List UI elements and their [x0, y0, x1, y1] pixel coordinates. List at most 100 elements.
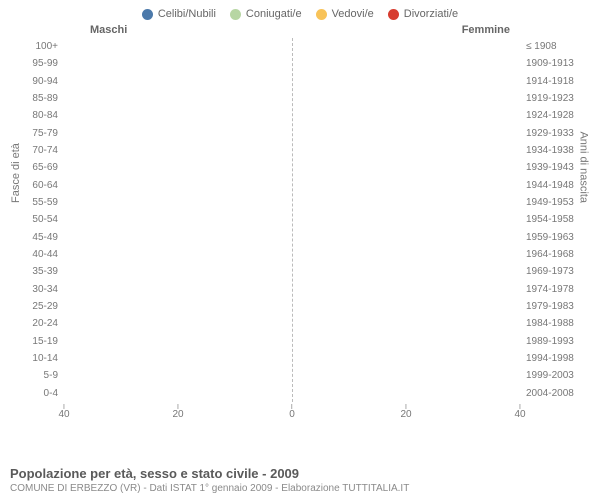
birth-label: 1934-1938 [522, 142, 580, 159]
age-labels: 100+95-9990-9485-8980-8475-7970-7465-696… [20, 38, 62, 402]
birth-label: 1954-1958 [522, 211, 580, 228]
x-axis: 402002040 [64, 404, 520, 428]
age-label: 40-44 [20, 246, 62, 263]
bar-row [64, 38, 520, 55]
birth-label: 1949-1953 [522, 194, 580, 211]
birth-label: 1944-1948 [522, 177, 580, 194]
birth-label: 1999-2003 [522, 367, 580, 384]
x-tick: 20 [400, 404, 411, 420]
pyramid-chart: Fasce di età Anni di nascita 100+95-9990… [20, 38, 580, 428]
gender-headers: Maschi Femmine [10, 24, 590, 38]
age-label: 75-79 [20, 125, 62, 142]
bar-row [64, 107, 520, 124]
bar-row [64, 229, 520, 246]
birth-label: 1909-1913 [522, 55, 580, 72]
age-label: 70-74 [20, 142, 62, 159]
birth-label: 1984-1988 [522, 315, 580, 332]
bar-row [64, 194, 520, 211]
legend-swatch [316, 9, 327, 20]
bar-row [64, 211, 520, 228]
legend-label: Divorziati/e [404, 8, 458, 20]
legend-swatch [230, 9, 241, 20]
bar-row [64, 298, 520, 315]
x-tick-label: 0 [289, 409, 295, 420]
age-label: 10-14 [20, 350, 62, 367]
birth-label: ≤ 1908 [522, 38, 580, 55]
bar-rows [64, 38, 520, 402]
caption: Popolazione per età, sesso e stato civil… [10, 466, 590, 494]
birth-label: 1989-1993 [522, 333, 580, 350]
age-label: 90-94 [20, 73, 62, 90]
legend-item: Vedovi/e [316, 8, 374, 20]
bar-row [64, 333, 520, 350]
bar-row [64, 246, 520, 263]
bar-row [64, 159, 520, 176]
birth-labels: ≤ 19081909-19131914-19181919-19231924-19… [522, 38, 580, 402]
x-tick: 40 [58, 404, 69, 420]
caption-title: Popolazione per età, sesso e stato civil… [10, 466, 590, 481]
age-label: 60-64 [20, 177, 62, 194]
birth-label: 1959-1963 [522, 229, 580, 246]
birth-label: 1939-1943 [522, 159, 580, 176]
bar-row [64, 367, 520, 384]
bar-row [64, 315, 520, 332]
age-label: 5-9 [20, 367, 62, 384]
age-label: 45-49 [20, 229, 62, 246]
female-header: Femmine [462, 24, 510, 36]
birth-label: 1924-1928 [522, 107, 580, 124]
bar-row [64, 73, 520, 90]
bar-row [64, 55, 520, 72]
birth-label: 1974-1978 [522, 281, 580, 298]
bar-row [64, 281, 520, 298]
legend-label: Coniugati/e [246, 8, 302, 20]
legend-swatch [388, 9, 399, 20]
legend-label: Celibi/Nubili [158, 8, 216, 20]
bar-row [64, 385, 520, 402]
birth-label: 1914-1918 [522, 73, 580, 90]
x-ticks: 402002040 [64, 404, 520, 428]
birth-label: 1979-1983 [522, 298, 580, 315]
x-tick: 0 [289, 404, 295, 420]
bar-row [64, 90, 520, 107]
bar-row [64, 142, 520, 159]
age-label: 20-24 [20, 315, 62, 332]
legend-item: Divorziati/e [388, 8, 458, 20]
age-label: 25-29 [20, 298, 62, 315]
age-label: 85-89 [20, 90, 62, 107]
age-label: 65-69 [20, 159, 62, 176]
x-tick: 20 [172, 404, 183, 420]
age-label: 55-59 [20, 194, 62, 211]
age-label: 0-4 [20, 385, 62, 402]
x-tick-label: 20 [172, 409, 183, 420]
caption-subtitle: COMUNE DI ERBEZZO (VR) - Dati ISTAT 1° g… [10, 483, 590, 494]
age-label: 100+ [20, 38, 62, 55]
age-label: 15-19 [20, 333, 62, 350]
birth-label: 1964-1968 [522, 246, 580, 263]
male-header: Maschi [90, 24, 127, 36]
bar-row [64, 350, 520, 367]
chart-container: Celibi/Nubili Coniugati/e Vedovi/e Divorzia… [0, 0, 600, 500]
x-tick-label: 20 [400, 409, 411, 420]
legend-item: Coniugati/e [230, 8, 302, 20]
legend-swatch [142, 9, 153, 20]
x-tick-label: 40 [58, 409, 69, 420]
plot-area [64, 38, 520, 402]
birth-label: 1994-1998 [522, 350, 580, 367]
birth-label: 1919-1923 [522, 90, 580, 107]
age-label: 95-99 [20, 55, 62, 72]
bar-row [64, 177, 520, 194]
birth-label: 1969-1973 [522, 263, 580, 280]
legend-item: Celibi/Nubili [142, 8, 216, 20]
birth-label: 2004-2008 [522, 385, 580, 402]
x-tick: 40 [514, 404, 525, 420]
age-label: 35-39 [20, 263, 62, 280]
age-label: 30-34 [20, 281, 62, 298]
birth-label: 1929-1933 [522, 125, 580, 142]
bar-row [64, 125, 520, 142]
age-label: 80-84 [20, 107, 62, 124]
legend: Celibi/Nubili Coniugati/e Vedovi/e Divorzia… [10, 8, 590, 20]
x-tick-label: 40 [514, 409, 525, 420]
age-label: 50-54 [20, 211, 62, 228]
bar-row [64, 263, 520, 280]
legend-label: Vedovi/e [332, 8, 374, 20]
